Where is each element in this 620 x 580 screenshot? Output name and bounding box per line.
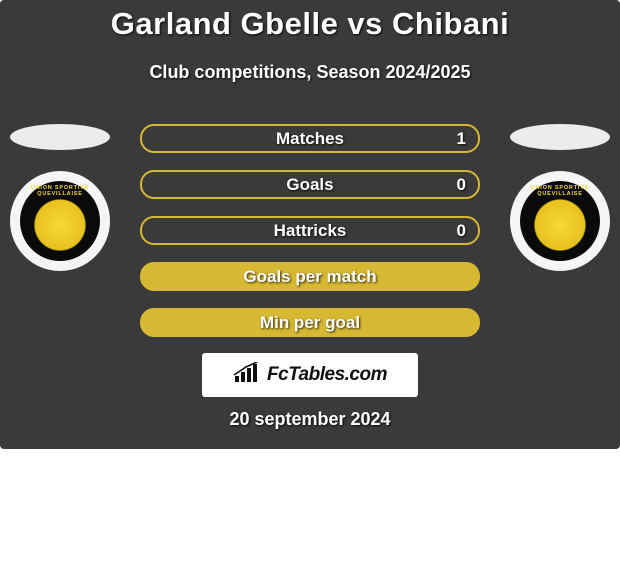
stat-row: Hattricks0	[140, 216, 480, 245]
player2-club-badge: UNION SPORTIVE QUEVILLAISE	[510, 171, 610, 271]
page-title: Garland Gbelle vs Chibani	[0, 6, 620, 42]
club-badge-text: UNION SPORTIVE QUEVILLAISE	[520, 185, 600, 197]
brand-text: FcTables.com	[267, 364, 387, 386]
comparison-card: Garland Gbelle vs Chibani Club competiti…	[0, 0, 620, 580]
stat-row: Min per goal	[140, 308, 480, 337]
stat-value-player2: 1	[457, 129, 466, 149]
player1-club-badge: UNION SPORTIVE QUEVILLAISE	[10, 171, 110, 271]
stat-label: Matches	[142, 129, 478, 149]
subtitle: Club competitions, Season 2024/2025	[0, 62, 620, 83]
stat-row: Matches1	[140, 124, 480, 153]
stat-value-player2: 0	[457, 221, 466, 241]
date-line: 20 september 2024	[0, 409, 620, 430]
club-badge-text: UNION SPORTIVE QUEVILLAISE	[20, 185, 100, 197]
stat-value-player2: 0	[457, 175, 466, 195]
stat-row: Goals per match	[140, 262, 480, 291]
stat-row: Goals0	[140, 170, 480, 199]
club-badge-inner: UNION SPORTIVE QUEVILLAISE	[20, 181, 100, 261]
player1-avatar-placeholder	[10, 124, 110, 150]
stat-label: Goals per match	[142, 267, 478, 287]
stat-label: Min per goal	[142, 313, 478, 333]
stat-label: Goals	[142, 175, 478, 195]
stat-label: Hattricks	[142, 221, 478, 241]
dark-panel: Garland Gbelle vs Chibani Club competiti…	[0, 0, 620, 449]
brand-chart-icon	[233, 362, 261, 389]
player2-avatar-placeholder	[510, 124, 610, 150]
brand-box: FcTables.com	[202, 353, 418, 397]
club-badge-inner: UNION SPORTIVE QUEVILLAISE	[520, 181, 600, 261]
